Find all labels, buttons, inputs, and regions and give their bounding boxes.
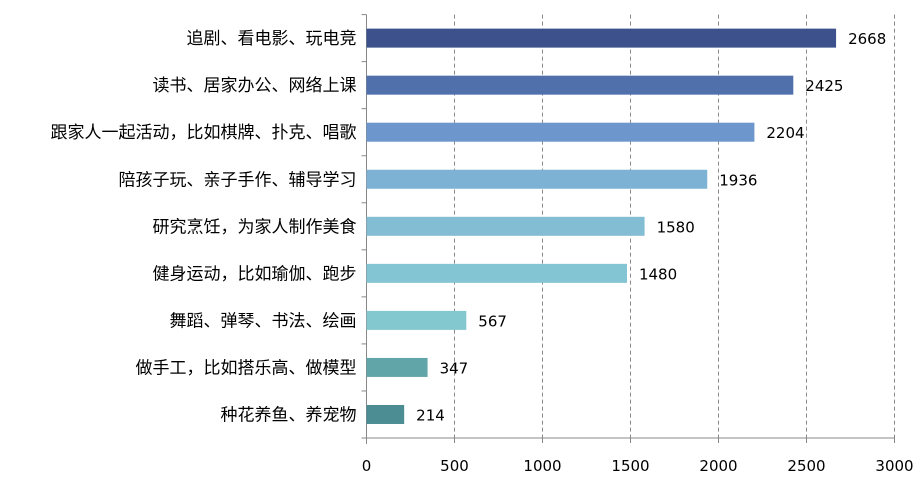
x-tick-label: 1000: [523, 457, 561, 475]
category-label: 健身运动，比如瑜伽、跑步: [153, 264, 357, 284]
x-tick-label: 1500: [611, 457, 649, 475]
x-tick-label: 2000: [699, 457, 737, 475]
category-label: 种花养鱼、养宠物: [221, 405, 357, 425]
bar: [366, 404, 405, 424]
category-label: 做手工，比如搭乐高、做模型: [136, 358, 357, 378]
data-label: 2425: [805, 77, 843, 95]
data-label: 1580: [657, 218, 695, 236]
data-label: 2204: [766, 124, 804, 142]
x-tick-label: 0: [362, 457, 372, 475]
bar: [366, 357, 428, 377]
x-tick-label: 500: [440, 457, 469, 475]
category-label: 读书、居家办公、网络上课: [153, 76, 357, 96]
category-label: 追剧、看电影、玩电竞: [187, 29, 357, 49]
bar: [366, 216, 645, 236]
category-label: 舞蹈、弹琴、书法、绘画: [170, 311, 357, 331]
data-label: 214: [416, 406, 445, 424]
bar: [366, 169, 708, 189]
x-tick-label: 3000: [875, 457, 913, 475]
bar: [366, 122, 755, 142]
data-label: 2668: [848, 30, 886, 48]
data-label: 1936: [719, 171, 757, 189]
bar: [366, 75, 794, 95]
data-label: 1480: [639, 265, 677, 283]
category-label: 研究烹饪，为家人制作美食: [153, 216, 357, 237]
bar: [366, 263, 627, 283]
bar: [366, 28, 837, 48]
bar: [366, 310, 467, 330]
data-label: 347: [440, 359, 469, 377]
category-label: 陪孩子玩、亲子手作、辅导学习: [119, 170, 357, 190]
category-label: 跟家人一起活动，比如棋牌、扑克、唱歌: [51, 123, 357, 143]
x-tick-label: 2500: [787, 457, 825, 475]
data-label: 567: [478, 312, 507, 330]
